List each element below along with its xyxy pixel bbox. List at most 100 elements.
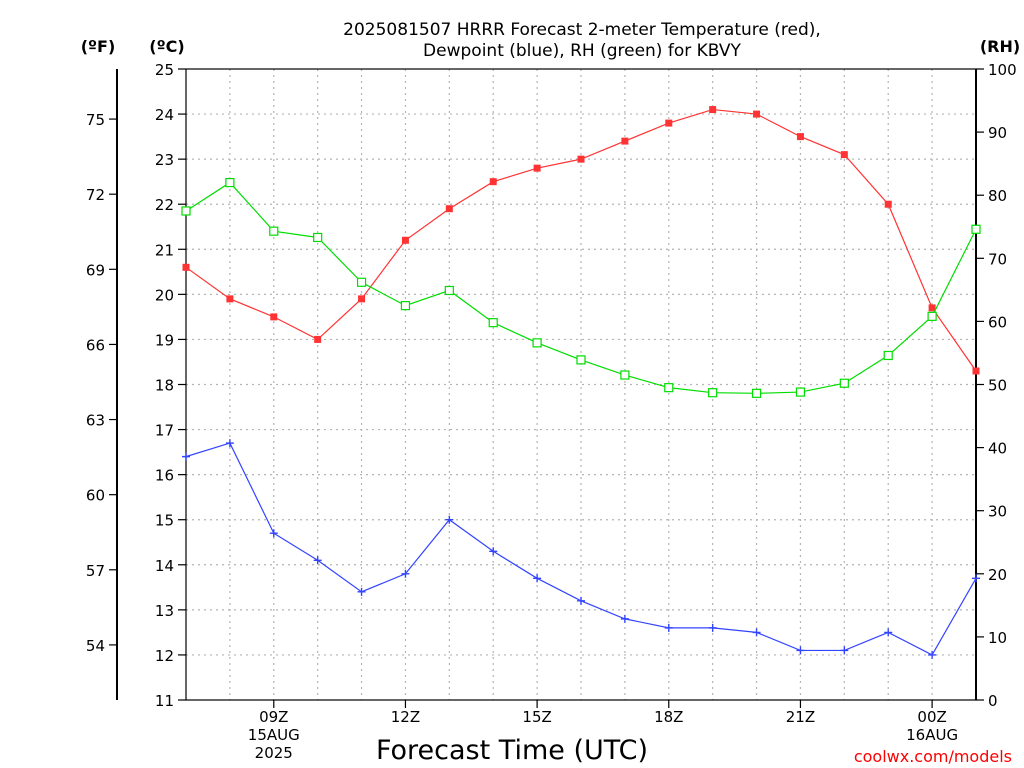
dewpoint-point	[182, 452, 190, 461]
rh-tick-label: 100	[988, 61, 1017, 79]
rh-point	[313, 232, 323, 243]
plot-frame	[185, 68, 977, 701]
celsius-tick-label: 16	[155, 467, 174, 485]
temperature-point	[270, 313, 278, 321]
x-tick-label: 2025	[255, 744, 293, 762]
fahrenheit-tick-label: 60	[86, 487, 105, 505]
fahrenheit-tick-label: 75	[86, 111, 105, 129]
chart-title-line-1: 2025081507 HRRR Forecast 2-meter Tempera…	[343, 20, 821, 40]
temperature-point	[226, 295, 234, 303]
dewpoint-point	[708, 623, 717, 632]
rh-tick-label: 70	[988, 250, 1007, 268]
x-axis-title: Forecast Time (UTC)	[376, 735, 648, 766]
celsius-tick-label: 25	[155, 61, 174, 79]
dewpoint-point	[577, 596, 585, 605]
x-tick-label: 15AUG	[248, 726, 300, 744]
fahrenheit-tick-label: 72	[86, 186, 105, 204]
dewpoint-point	[533, 574, 542, 583]
dewpoint-point	[664, 623, 673, 632]
x-tick-label: 16AUG	[906, 726, 958, 744]
dewpoint-point	[796, 646, 805, 655]
x-tick-label: 15Z	[522, 708, 551, 726]
rh-point	[883, 350, 893, 361]
celsius-tick-label: 17	[155, 422, 174, 440]
dewpoint-point	[357, 587, 366, 596]
celsius-tick-label: 21	[155, 241, 174, 259]
fahrenheit-tick-label: 63	[86, 412, 105, 430]
rh-point	[708, 388, 718, 398]
rh-point	[356, 277, 367, 287]
temperature-point	[358, 295, 366, 303]
rh-tick-label: 30	[988, 503, 1007, 521]
rh-point	[927, 311, 937, 321]
celsius-tick-label: 19	[155, 331, 174, 349]
rh-unit-label: (RH)	[980, 37, 1020, 56]
rh-point	[795, 387, 806, 397]
dewpoint-point	[269, 529, 278, 538]
celsius-tick-label: 20	[155, 286, 174, 304]
temperature-point	[972, 367, 980, 375]
fahrenheit-tick-label: 69	[86, 261, 105, 279]
temperature-point	[840, 151, 848, 159]
rh-tick-label: 40	[988, 440, 1007, 458]
rh-tick-label: 10	[988, 629, 1007, 647]
dewpoint-point	[840, 646, 849, 655]
temperature-point	[314, 335, 322, 343]
temperature-point	[884, 200, 892, 208]
rh-point	[400, 301, 411, 311]
temperature-point	[182, 263, 190, 271]
credit-label: coolwx.com/models	[854, 747, 1012, 766]
celsius-tick-label: 13	[155, 602, 174, 620]
rh-point	[269, 226, 279, 236]
fahrenheit-tick-label: 66	[86, 336, 105, 354]
temperature-point	[796, 133, 804, 141]
fahrenheit-tick-label: 54	[86, 637, 105, 655]
temperature-point	[621, 137, 629, 145]
rh-point	[181, 206, 191, 216]
rh-tick-label: 90	[988, 124, 1007, 142]
dewpoint-point	[313, 556, 322, 565]
dewpoint-point	[928, 650, 937, 659]
fahrenheit-tick-label: 57	[86, 562, 105, 580]
dewpoint-point	[489, 547, 498, 556]
fahrenheit-unit-label: (ºF)	[81, 37, 116, 56]
x-tick-label: 12Z	[391, 708, 420, 726]
dewpoint-point	[972, 574, 980, 583]
celsius-tick-label: 22	[155, 196, 174, 214]
dewpoint-point	[884, 628, 893, 637]
rh-tick-label: 60	[988, 313, 1007, 331]
x-tick-label: 18Z	[654, 708, 683, 726]
rh-point	[971, 224, 981, 234]
rh-point	[751, 388, 762, 398]
rh-point	[664, 383, 674, 393]
chart-title-line-2: Dewpoint (blue), RH (green) for KBVY	[423, 41, 741, 61]
temperature-point	[928, 304, 936, 312]
dewpoint-point	[752, 628, 761, 637]
temperature-point	[489, 178, 497, 186]
celsius-tick-label: 23	[155, 151, 174, 169]
rh-point	[488, 318, 498, 328]
rh-tick-label: 50	[988, 377, 1007, 395]
dewpoint-point	[225, 439, 234, 448]
temperature-point	[577, 155, 585, 163]
rh-point	[839, 378, 849, 388]
celsius-tick-label: 14	[155, 557, 174, 575]
series	[181, 106, 981, 659]
x-tick-label: 00Z	[917, 708, 946, 726]
temperature-point	[665, 119, 673, 127]
temperature-point	[401, 236, 409, 244]
dewpoint-point	[445, 515, 454, 524]
celsius-unit-label: (ºC)	[149, 37, 184, 56]
celsius-tick-label: 12	[155, 647, 174, 665]
rh-point	[576, 355, 586, 365]
x-tick-label: 09Z	[259, 708, 288, 726]
axes: 11 12 13 14 15 16 17 18 19 20 21 22 23 24 25 54 57 60 63 66…	[86, 61, 1017, 762]
temperature-point	[445, 205, 453, 213]
rh-point	[444, 285, 454, 296]
celsius-tick-label: 18	[155, 377, 174, 395]
dewpoint-point	[401, 569, 410, 578]
labels: 2025081507 HRRR Forecast 2-meter Tempera…	[81, 20, 1020, 766]
temperature-point	[709, 106, 717, 114]
rh-tick-label: 20	[988, 566, 1007, 584]
